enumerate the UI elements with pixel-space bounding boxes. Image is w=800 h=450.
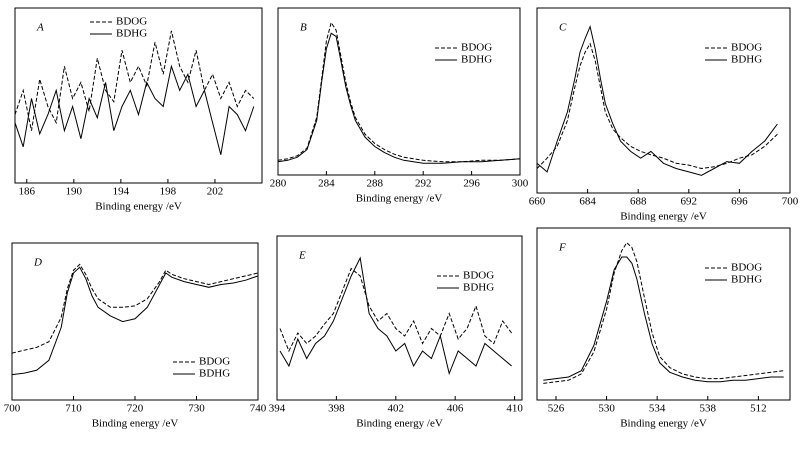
x-tick-label: 398: [328, 403, 345, 415]
x-tick-label: 280: [270, 178, 287, 190]
x-axis-label: Binding energy /eV: [95, 201, 182, 213]
legend-label: BDOG: [461, 42, 492, 54]
panel-label: C: [559, 22, 567, 34]
plot-frame: [536, 227, 791, 401]
panel-label: B: [300, 22, 307, 34]
x-tick-label: 720: [127, 403, 144, 415]
x-tick-label: 292: [415, 178, 432, 190]
legend-label: BDOG: [731, 262, 762, 274]
legend-label: BDOG: [116, 16, 147, 28]
x-tick-label: 692: [681, 196, 698, 208]
legend-label: BDOG: [199, 356, 230, 368]
x-tick-label: 730: [188, 403, 205, 415]
x-tick-label: 394: [269, 403, 286, 415]
legend-label: BDHG: [463, 282, 494, 294]
x-tick-label: 288: [367, 178, 384, 190]
x-axis-label: Binding energy /eV: [620, 418, 707, 430]
panel-label: F: [558, 242, 566, 254]
spectrum-line: [279, 267, 513, 353]
x-tick-label: 700: [782, 196, 799, 208]
x-tick-label: 202: [207, 186, 224, 198]
x-tick-label: 534: [649, 403, 666, 415]
spectrum-line: [543, 241, 784, 384]
spectrum-line: [14, 30, 255, 131]
panel-label: D: [33, 257, 42, 269]
x-axis-label: Binding energy /eV: [356, 418, 443, 430]
x-tick-label: 684: [579, 196, 596, 208]
x-tick-label: 696: [731, 196, 748, 208]
x-tick-label: 194: [113, 186, 130, 198]
x-axis-label: Binding energy /eV: [356, 193, 443, 205]
x-tick-label: 740: [250, 403, 267, 415]
plot-frame: [276, 235, 523, 401]
x-tick-label: 406: [447, 403, 464, 415]
x-tick-label: 186: [19, 186, 36, 198]
spectrum-line: [14, 64, 255, 155]
x-tick-label: 190: [66, 186, 83, 198]
plot-frame: [14, 7, 263, 184]
spectrum-line: [536, 42, 778, 170]
legend-label: BDHG: [731, 274, 762, 286]
x-tick-label: 300: [512, 178, 529, 190]
x-axis-label: Binding energy /eV: [92, 418, 179, 430]
legend-label: BDHG: [731, 54, 762, 66]
spectrum-line: [543, 256, 784, 383]
x-tick-label: 526: [548, 403, 565, 415]
legend-label: BDOG: [463, 270, 494, 282]
legend-label: BDHG: [199, 368, 230, 380]
x-tick-label: 660: [529, 196, 546, 208]
panel-label: A: [36, 22, 44, 34]
spectrum-line: [277, 32, 521, 164]
spectrum-line: [277, 21, 521, 163]
x-tick-label: 710: [65, 403, 82, 415]
x-tick-label: 402: [388, 403, 405, 415]
x-tick-label: 530: [598, 403, 615, 415]
plot-frame: [277, 7, 521, 176]
legend-label: BDHG: [461, 54, 492, 66]
x-tick-label: 198: [160, 186, 177, 198]
spectrum-line: [279, 256, 512, 376]
legend-label: BDHG: [116, 28, 147, 40]
x-tick-label: 284: [318, 178, 335, 190]
x-tick-label: 688: [630, 196, 647, 208]
x-axis-label: Binding energy /eV: [620, 211, 707, 223]
spectrum-line: [536, 24, 778, 176]
x-tick-label: 410: [506, 403, 523, 415]
panel-label: E: [298, 250, 306, 262]
spectrum-line: [11, 266, 259, 376]
x-tick-label: 538: [700, 403, 717, 415]
x-tick-label: 296: [463, 178, 480, 190]
x-tick-label: 512: [750, 403, 767, 415]
spectrum-line: [11, 263, 259, 354]
legend-label: BDOG: [731, 42, 762, 54]
x-tick-label: 700: [4, 403, 21, 415]
plot-frame: [536, 7, 791, 194]
